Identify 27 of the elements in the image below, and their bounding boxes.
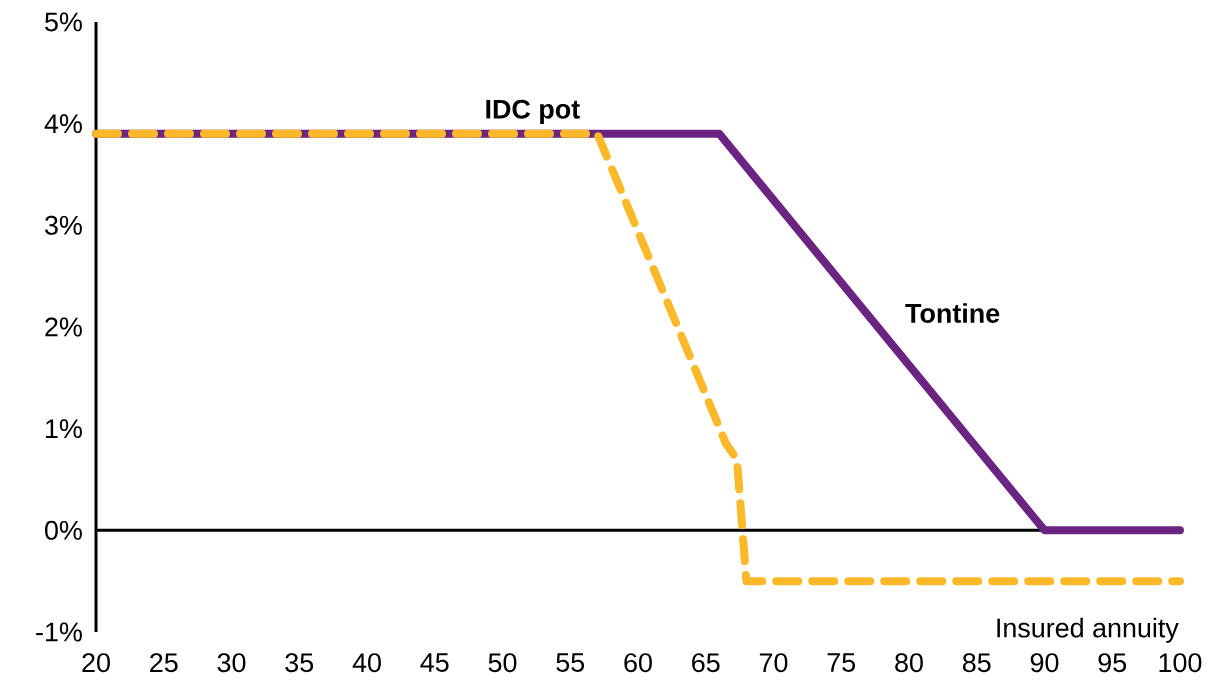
x-tick-label: 60 <box>624 653 652 673</box>
annotation: Insured annuity <box>997 617 1179 643</box>
x-tick-label: 20 <box>82 653 110 673</box>
x-tick-label: 85 <box>962 653 991 673</box>
x-tick-label: 50 <box>488 653 517 673</box>
y-tick-label: 4% <box>44 114 82 134</box>
x-tick-label: 45 <box>420 653 449 672</box>
x-tick-label: 25 <box>150 653 178 673</box>
x-tick-label: 30 <box>217 653 246 673</box>
x-tick-label: 95 <box>1098 653 1127 673</box>
y-tick-label: 3% <box>45 215 82 235</box>
x-tick-label: 40 <box>352 653 381 673</box>
y-tick-label: 2% <box>45 317 82 337</box>
y-tick-label: 0% <box>45 520 82 540</box>
y-tick-label: 5% <box>45 12 82 32</box>
series-label: IDC pot <box>486 99 580 124</box>
x-tick-label: 75 <box>827 653 856 672</box>
y-tick-label: 1% <box>46 419 82 439</box>
x-tick-label: 35 <box>285 653 314 673</box>
x-tick-label: 55 <box>556 653 585 672</box>
x-tick-label: 90 <box>1030 653 1059 673</box>
x-tick-label: 80 <box>895 653 923 673</box>
x-tick-label: 65 <box>692 653 720 673</box>
series-label: Tontine <box>905 303 1000 323</box>
x-tick-label: 100 <box>1159 653 1202 673</box>
y-tick-label: -1% <box>36 622 82 642</box>
x-tick-label: 70 <box>759 653 788 673</box>
